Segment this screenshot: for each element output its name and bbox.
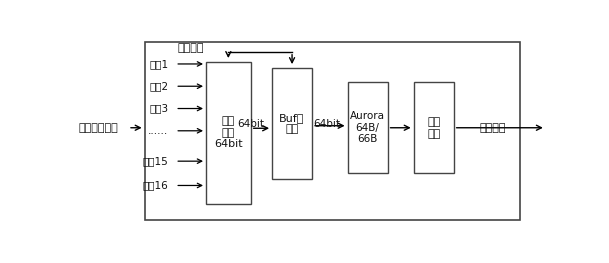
Bar [144,42,520,220]
Text: 通道3: 通道3 [149,104,168,114]
Text: 通道16: 通道16 [143,180,168,190]
Text: Buf缓
冲区: Buf缓 冲区 [280,113,304,134]
Text: 链路通道: 链路通道 [480,123,506,133]
Text: 64bit: 64bit [238,119,264,129]
Text: 通道1: 通道1 [149,59,168,69]
Bar [348,82,387,173]
Bar [414,82,454,173]
Text: 光纤
接口: 光纤 接口 [427,117,440,139]
Text: 通道2: 通道2 [149,81,168,91]
Text: 通道15: 通道15 [143,156,168,166]
Text: 数字基带信号: 数字基带信号 [79,123,118,133]
Bar [206,62,251,204]
Text: 采样时钟: 采样时钟 [178,43,204,53]
Text: Aurora
64B/
66B: Aurora 64B/ 66B [350,111,385,144]
Text: 数据
组合
64bit: 数据 组合 64bit [214,116,242,149]
Bar [272,68,312,179]
Text: ......: ...... [148,126,168,136]
Text: 64bit: 64bit [313,119,340,129]
